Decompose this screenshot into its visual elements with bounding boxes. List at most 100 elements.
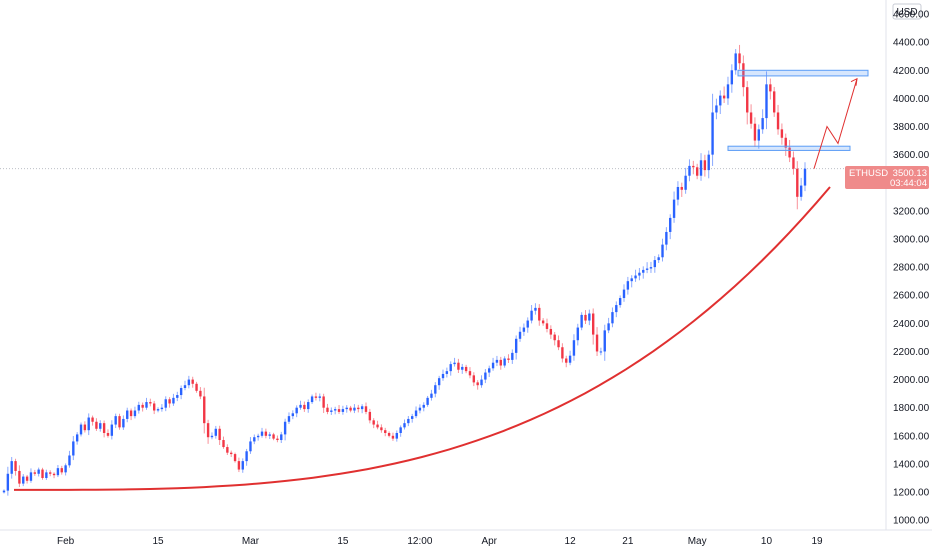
candle: [114, 413, 117, 429]
candle: [403, 419, 406, 430]
x-tick-label: May: [688, 536, 707, 547]
candle: [303, 401, 306, 412]
candle: [534, 303, 537, 315]
candle: [337, 405, 341, 414]
projection-arrowhead: [850, 77, 858, 86]
candle: [380, 424, 383, 433]
candle: [199, 387, 202, 400]
y-tick-label: 3000.00: [893, 234, 930, 245]
candle: [268, 432, 271, 440]
candle: [226, 444, 229, 456]
candle: [149, 398, 152, 407]
y-tick-label: 1800.00: [893, 403, 930, 414]
candle: [106, 429, 110, 438]
candle: [395, 430, 398, 442]
candle: [738, 44, 741, 70]
candle: [661, 238, 664, 262]
candle: [353, 404, 356, 414]
candle: [349, 405, 352, 413]
candle: [695, 163, 699, 180]
candle: [707, 150, 710, 179]
candle: [187, 375, 191, 389]
candle: [422, 402, 425, 412]
candle: [260, 427, 264, 438]
candle: [72, 436, 75, 461]
candle: [541, 318, 545, 326]
candle: [522, 323, 526, 336]
candle: [222, 436, 225, 449]
candle: [41, 467, 44, 480]
candle: [95, 418, 98, 431]
candle: [37, 467, 40, 477]
candle: [272, 432, 275, 441]
candle: [595, 327, 599, 356]
candle: [719, 90, 722, 115]
candle: [122, 415, 125, 430]
candle: [49, 470, 52, 477]
y-tick-label: 1600.00: [893, 431, 930, 442]
candle: [715, 98, 718, 120]
candle: [391, 432, 395, 441]
candle: [118, 413, 121, 430]
candle: [176, 391, 179, 402]
candle: [618, 295, 622, 308]
candle: [245, 448, 248, 466]
y-tick-label: 2600.00: [893, 291, 930, 302]
candle: [630, 275, 633, 288]
candle: [692, 160, 695, 175]
candle: [210, 432, 214, 440]
candle: [411, 413, 414, 423]
candle: [792, 151, 795, 175]
resistance-zone: [727, 145, 851, 151]
candle: [287, 412, 291, 425]
candle: [368, 408, 372, 424]
candle: [133, 406, 137, 419]
candle: [669, 214, 672, 240]
candle: [256, 433, 260, 441]
candle: [580, 312, 583, 331]
candle: [545, 318, 549, 333]
x-tick-label: 10: [761, 536, 773, 547]
candle: [291, 410, 295, 420]
candle: [699, 153, 703, 181]
candle: [453, 357, 456, 367]
candle: [776, 104, 780, 135]
candle: [769, 78, 772, 100]
candle: [318, 393, 321, 402]
candle: [599, 347, 603, 356]
bar-countdown: 03:44:04: [890, 178, 927, 189]
candle: [145, 397, 148, 410]
candle: [553, 331, 556, 346]
candle: [568, 350, 572, 366]
candle: [615, 301, 618, 318]
candle: [576, 323, 579, 346]
x-tick-label: 21: [622, 536, 634, 547]
candle: [657, 254, 660, 263]
candle: [372, 418, 375, 429]
candle: [722, 86, 726, 104]
candle: [530, 305, 533, 324]
candle: [653, 255, 657, 273]
candle: [310, 394, 314, 404]
candle: [757, 124, 760, 149]
currency-badge[interactable]: [892, 3, 922, 20]
candle: [110, 420, 114, 440]
candle: [746, 81, 749, 125]
candle: [788, 139, 791, 163]
candle: [160, 404, 164, 412]
candle: [75, 432, 79, 445]
candle: [526, 317, 529, 333]
candle: [784, 133, 787, 156]
candle: [214, 425, 217, 439]
candle: [299, 400, 302, 410]
candle: [183, 380, 187, 391]
candle: [179, 385, 183, 400]
last-price-tag[interactable]: ETHUSD 3500.13 03:44:04: [845, 166, 929, 189]
candle: [449, 361, 452, 376]
candle: [426, 395, 429, 407]
candle: [29, 468, 33, 483]
resistance-zone: [737, 69, 869, 77]
